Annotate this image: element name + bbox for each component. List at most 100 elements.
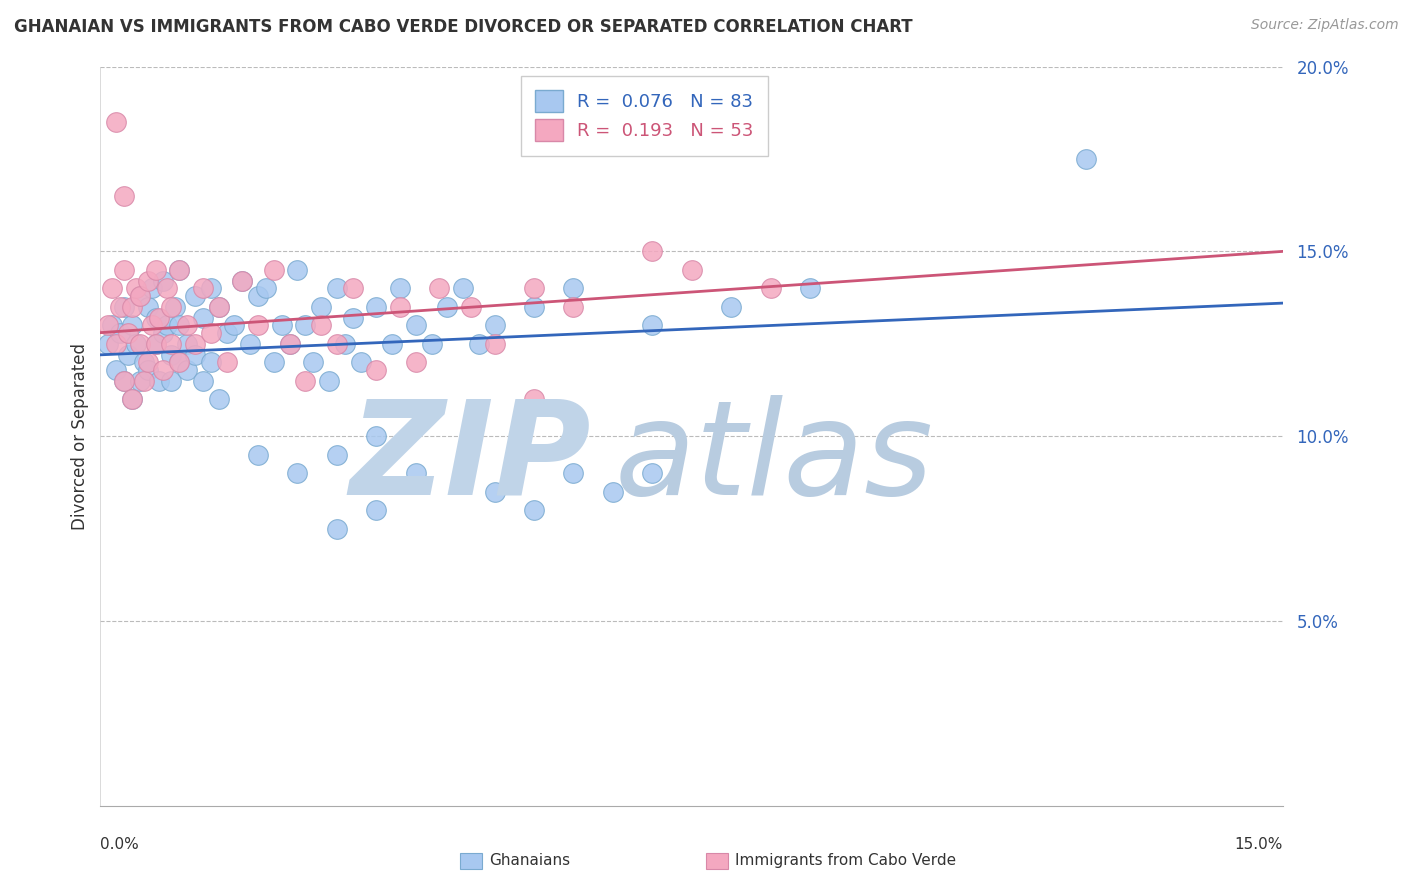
Point xyxy=(176,336,198,351)
Point xyxy=(97,336,120,351)
Point xyxy=(247,318,270,333)
Point xyxy=(121,392,143,406)
Point xyxy=(388,300,411,314)
Point xyxy=(156,318,179,333)
Point xyxy=(681,263,703,277)
Point xyxy=(167,263,190,277)
Text: 15.0%: 15.0% xyxy=(1234,837,1284,852)
Point xyxy=(145,336,167,351)
Point xyxy=(326,448,349,462)
Point xyxy=(160,374,183,388)
Point xyxy=(136,355,159,369)
Point xyxy=(263,263,285,277)
Point xyxy=(200,281,222,295)
Point xyxy=(141,281,163,295)
Y-axis label: Divorced or Separated: Divorced or Separated xyxy=(72,343,89,530)
Point xyxy=(523,300,546,314)
Point xyxy=(145,263,167,277)
Point xyxy=(117,326,139,340)
Point xyxy=(366,362,388,376)
Point xyxy=(239,336,262,351)
Point xyxy=(318,374,340,388)
Point xyxy=(263,355,285,369)
Text: 0.0%: 0.0% xyxy=(100,837,139,852)
Legend: R =  0.076   N = 83, R =  0.193   N = 53: R = 0.076 N = 83, R = 0.193 N = 53 xyxy=(522,76,768,156)
Point xyxy=(184,348,207,362)
Text: Ghanaians: Ghanaians xyxy=(489,854,571,869)
Point xyxy=(451,281,474,295)
Point xyxy=(366,503,388,517)
Point xyxy=(108,326,131,340)
Point xyxy=(759,281,782,295)
Point xyxy=(145,310,167,325)
Point xyxy=(176,362,198,376)
Point xyxy=(112,374,135,388)
Text: atlas: atlas xyxy=(614,395,934,522)
Point xyxy=(207,300,229,314)
Point xyxy=(247,448,270,462)
Point xyxy=(309,300,332,314)
Point xyxy=(641,318,664,333)
Point xyxy=(562,281,585,295)
Point xyxy=(287,263,309,277)
Point xyxy=(176,318,198,333)
Point xyxy=(278,336,301,351)
Point xyxy=(405,318,427,333)
Point xyxy=(160,300,183,314)
Text: Source: ZipAtlas.com: Source: ZipAtlas.com xyxy=(1251,18,1399,32)
Point xyxy=(405,355,427,369)
Point xyxy=(191,310,214,325)
Point xyxy=(191,374,214,388)
Point xyxy=(167,318,190,333)
Point xyxy=(420,336,443,351)
Point xyxy=(207,300,229,314)
Point xyxy=(342,310,364,325)
Point xyxy=(167,355,190,369)
Point xyxy=(349,355,371,369)
Point xyxy=(167,355,190,369)
Point xyxy=(254,281,277,295)
Point xyxy=(121,300,143,314)
Point xyxy=(224,318,246,333)
Point xyxy=(270,318,292,333)
Text: ZIP: ZIP xyxy=(350,395,591,522)
Point xyxy=(97,318,120,333)
Point xyxy=(342,281,364,295)
Point xyxy=(326,521,349,535)
Point xyxy=(117,348,139,362)
Point xyxy=(405,466,427,480)
Point xyxy=(309,318,332,333)
Point xyxy=(112,374,135,388)
Point xyxy=(125,336,148,351)
Point xyxy=(799,281,821,295)
Text: Immigrants from Cabo Verde: Immigrants from Cabo Verde xyxy=(735,854,956,869)
Point xyxy=(333,336,356,351)
Point xyxy=(148,374,170,388)
Text: GHANAIAN VS IMMIGRANTS FROM CABO VERDE DIVORCED OR SEPARATED CORRELATION CHART: GHANAIAN VS IMMIGRANTS FROM CABO VERDE D… xyxy=(14,18,912,36)
Point xyxy=(184,289,207,303)
Point xyxy=(641,466,664,480)
Point xyxy=(191,281,214,295)
Point xyxy=(125,281,148,295)
Point xyxy=(294,374,316,388)
Point xyxy=(152,274,174,288)
Point xyxy=(278,336,301,351)
Point xyxy=(484,484,506,499)
Point xyxy=(294,318,316,333)
Point xyxy=(101,318,124,333)
Point xyxy=(231,274,253,288)
Point xyxy=(156,281,179,295)
Point xyxy=(167,263,190,277)
Point xyxy=(200,326,222,340)
Point xyxy=(523,392,546,406)
Point xyxy=(460,300,482,314)
Point xyxy=(128,289,150,303)
Point xyxy=(381,336,404,351)
Point xyxy=(720,300,742,314)
Point xyxy=(136,274,159,288)
Point xyxy=(112,263,135,277)
Point xyxy=(105,362,128,376)
Point xyxy=(112,300,135,314)
Point xyxy=(101,281,124,295)
Point xyxy=(602,484,624,499)
